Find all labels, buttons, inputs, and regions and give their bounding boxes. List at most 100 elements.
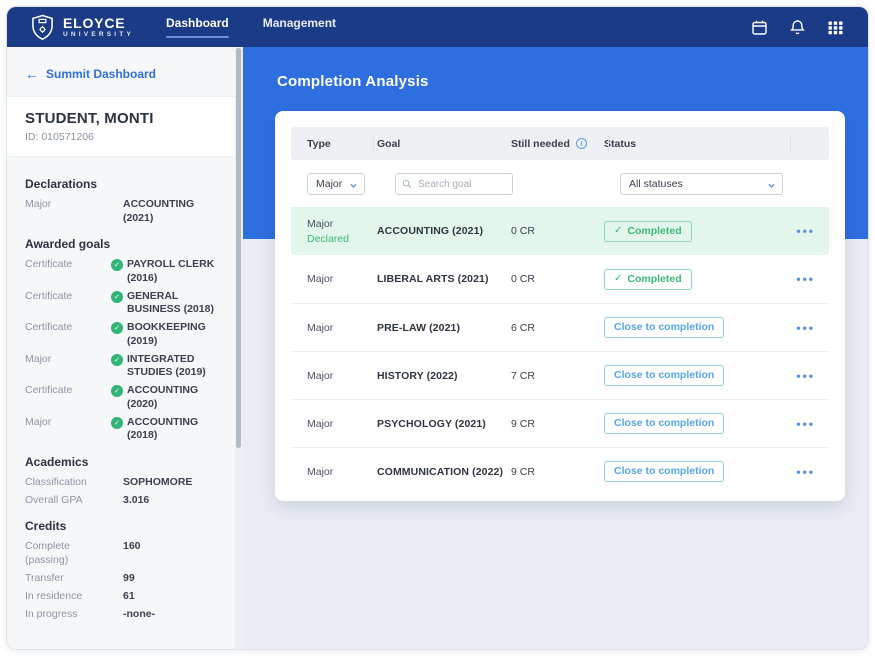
app-body: ← Summit Dashboard STUDENT, MONTI ID: 01… <box>7 47 868 649</box>
status-badge-label: Close to completion <box>614 369 714 381</box>
active-tab-underline <box>166 36 229 38</box>
goal-row: MajorCOMMUNICATION (2022)9 CRClose to co… <box>291 447 829 495</box>
brand-name: ELOYCE <box>63 16 134 30</box>
type-filter-select[interactable]: Major <box>307 173 365 195</box>
goal-name: COMMUNICATION (2022) <box>377 466 511 478</box>
info-label: Certificate <box>25 258 111 272</box>
info-value: ✓PAYROLL CLERK (2016) <box>111 258 223 285</box>
app-window: ELOYCE UNIVERSITY Dashboard Management <box>6 6 869 650</box>
student-name: STUDENT, MONTI <box>25 110 217 127</box>
status-badge: ✓Completed <box>604 221 692 242</box>
info-value: -none- <box>111 608 223 622</box>
row-menu-button[interactable]: ••• <box>796 224 815 238</box>
status-badge-label: Close to completion <box>614 417 714 429</box>
info-value-text: GENERAL BUSINESS (2018) <box>127 290 223 317</box>
header-divider <box>608 135 609 152</box>
info-value-text: ACCOUNTING (2021) <box>123 198 223 225</box>
navbar-actions <box>751 19 844 36</box>
goal-type: Major <box>307 418 377 430</box>
column-header-status: Status <box>604 138 779 150</box>
row-menu-button[interactable]: ••• <box>796 417 815 431</box>
info-value: ✓BOOKKEEPING (2019) <box>111 321 223 348</box>
chevron-down-icon <box>349 181 358 190</box>
info-label: Major <box>25 198 111 212</box>
info-label: Overall GPA <box>25 494 111 508</box>
goal-name: LIBERAL ARTS (2021) <box>377 273 511 285</box>
info-label: In progress <box>25 608 111 622</box>
row-menu-button[interactable]: ••• <box>796 272 815 286</box>
still-needed-value: 9 CR <box>511 466 604 478</box>
status-badge-label: Close to completion <box>614 465 714 477</box>
row-menu-button[interactable]: ••• <box>796 465 815 479</box>
goal-search-input[interactable] <box>416 178 506 191</box>
goal-type: Major <box>307 370 377 382</box>
info-value-text: ACCOUNTING (2018) <box>127 416 223 443</box>
back-to-summit-dashboard-link[interactable]: ← Summit Dashboard <box>7 47 235 96</box>
brand-subtitle: UNIVERSITY <box>63 32 134 39</box>
chevron-down-icon <box>767 181 776 190</box>
info-row: In progress-none- <box>25 608 223 622</box>
info-label: Complete (passing) <box>25 540 111 567</box>
info-icon[interactable]: i <box>576 138 587 149</box>
check-icon: ✓ <box>614 273 622 284</box>
goal-type-cell: Major <box>291 273 377 285</box>
declared-label: Declared <box>307 233 377 245</box>
tab-dashboard[interactable]: Dashboard <box>166 16 229 38</box>
still-needed-value: 0 CR <box>511 225 604 237</box>
info-label: Certificate <box>25 290 111 304</box>
goal-actions-cell: ••• <box>779 321 829 335</box>
main-content: Completion Analysis Type Goal Still need… <box>243 47 868 649</box>
info-value-text: INTEGRATED STUDIES (2019) <box>127 353 223 380</box>
info-value-text: SOPHOMORE <box>123 476 223 490</box>
status-badge-label: Completed <box>627 273 681 285</box>
info-row: Major✓INTEGRATED STUDIES (2019) <box>25 353 223 380</box>
status-badge: Close to completion <box>604 317 724 338</box>
calendar-icon[interactable] <box>751 19 768 36</box>
sidebar-scrollbar-thumb[interactable] <box>236 48 241 448</box>
goal-actions-cell: ••• <box>779 465 829 479</box>
info-row: Certificate✓PAYROLL CLERK (2016) <box>25 258 223 285</box>
goal-actions-cell: ••• <box>779 417 829 431</box>
goal-name: PSYCHOLOGY (2021) <box>377 418 511 430</box>
page-title: Completion Analysis <box>277 73 868 90</box>
info-label: In residence <box>25 590 111 604</box>
goal-row: MajorLIBERAL ARTS (2021)0 CR ✓ Completed ••… <box>291 255 829 303</box>
goal-status-cell: Close to completion <box>604 413 779 434</box>
student-summary-card: STUDENT, MONTI ID: 010571206 <box>7 96 235 157</box>
info-row: ClassificationSOPHOMORE <box>25 476 223 490</box>
goal-row: MajorHISTORY (2022)7 CRClose to completi… <box>291 351 829 399</box>
info-value-text: BOOKKEEPING (2019) <box>127 321 223 348</box>
info-row: Certificate✓BOOKKEEPING (2019) <box>25 321 223 348</box>
info-value-text: ACCOUNTING (2020) <box>127 384 223 411</box>
info-value: SOPHOMORE <box>111 476 223 490</box>
goal-row: MajorDeclaredACCOUNTING (2021)0 CR✓Compl… <box>291 207 829 255</box>
check-icon: ✓ <box>614 225 622 236</box>
row-menu-button[interactable]: ••• <box>796 369 815 383</box>
row-menu-button[interactable]: ••• <box>796 321 815 335</box>
header-divider <box>790 135 791 152</box>
sidebar-scrollbar-track[interactable] <box>235 47 243 649</box>
info-label: Certificate <box>25 321 111 335</box>
brand-logo[interactable]: ELOYCE UNIVERSITY <box>31 14 134 41</box>
section-heading: Awarded goals <box>25 237 223 251</box>
table-filters: Major All statuses <box>291 173 829 195</box>
info-value-text: PAYROLL CLERK (2016) <box>127 258 223 285</box>
info-value: 99 <box>111 572 223 586</box>
goal-status-cell: Close to completion <box>604 461 779 482</box>
tab-management[interactable]: Management <box>263 16 336 38</box>
apps-grid-icon[interactable] <box>827 19 844 36</box>
goal-type-cell: Major <box>291 418 377 430</box>
primary-nav: Dashboard Management <box>166 16 336 38</box>
student-sidebar: ← Summit Dashboard STUDENT, MONTI ID: 01… <box>7 47 235 649</box>
still-needed-value: 6 CR <box>511 322 604 334</box>
bell-icon[interactable] <box>789 19 806 36</box>
still-needed-value: 0 CR <box>511 273 604 285</box>
info-label: Major <box>25 353 111 367</box>
info-value-text: 160 <box>123 540 223 554</box>
info-row: Certificate✓ACCOUNTING (2020) <box>25 384 223 411</box>
section-heading: Academics <box>25 455 223 469</box>
section-heading: Credits <box>25 519 223 533</box>
goal-actions-cell: ••• <box>779 224 829 238</box>
info-label: Transfer <box>25 572 111 586</box>
status-filter-select[interactable]: All statuses <box>620 173 783 195</box>
